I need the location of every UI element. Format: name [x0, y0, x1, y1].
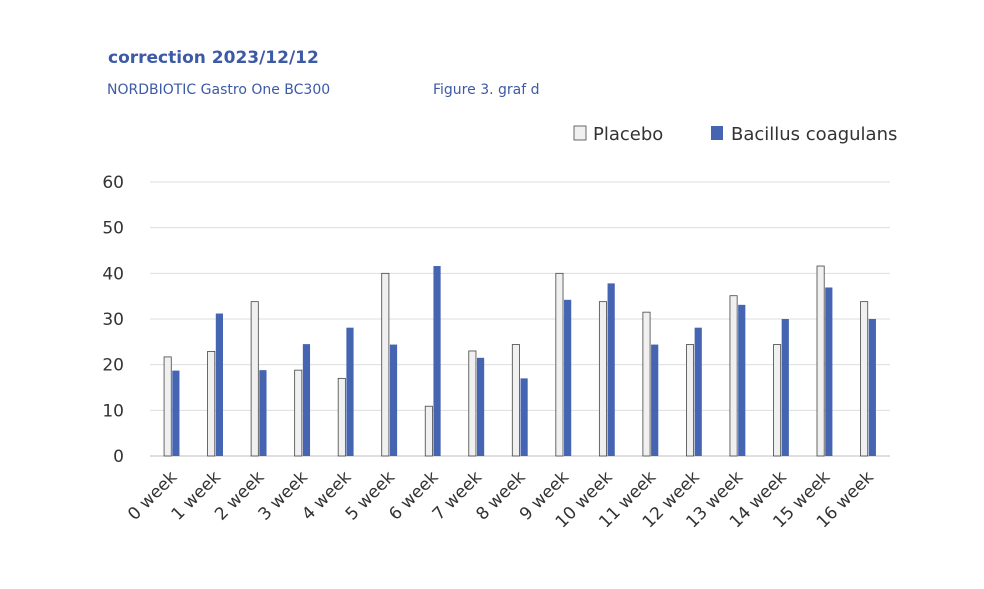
bar-placebo: [729, 295, 738, 457]
bar-bacillus: [172, 370, 180, 456]
bar-placebo: [860, 301, 869, 457]
bar-bacillus: [694, 327, 702, 456]
bar-bacillus: [868, 319, 876, 456]
bar-placebo: [468, 350, 477, 457]
bar-placebo: [250, 301, 259, 457]
bar-bacillus: [302, 344, 311, 456]
bar-bacillus: [433, 266, 441, 456]
product-name: NORDBIOTIC Gastro One BC300: [107, 82, 331, 98]
y-tick-label: 40: [102, 264, 124, 284]
bar-bacillus: [781, 319, 789, 456]
bar-placebo: [294, 369, 303, 457]
bar-bacillus: [389, 344, 398, 456]
bar-placebo: [511, 344, 520, 457]
bar-bacillus: [476, 357, 485, 456]
bar-placebo: [816, 265, 825, 457]
bar-bacillus: [259, 370, 267, 456]
legend-swatch: [573, 125, 587, 141]
bar-bacillus: [825, 287, 833, 456]
legend-label: Placebo: [593, 124, 663, 145]
bar-placebo: [598, 301, 607, 457]
bar-placebo: [163, 356, 172, 457]
y-tick-label: 60: [102, 173, 124, 193]
bar-bacillus: [738, 304, 746, 456]
chart-correction-title: correction 2023/12/12: [108, 48, 319, 68]
bar-bacillus: [520, 378, 528, 456]
y-tick-label: 10: [102, 401, 124, 421]
bar-placebo: [686, 344, 695, 457]
y-tick-label: 20: [102, 356, 124, 376]
figure-label: Figure 3. graf d: [433, 82, 540, 98]
bar-placebo: [424, 405, 433, 457]
bar-bacillus: [607, 283, 615, 456]
bar-bacillus: [564, 299, 572, 456]
y-tick-label: 30: [102, 310, 124, 330]
bar-placebo: [207, 351, 216, 457]
bar-placebo: [381, 272, 390, 457]
y-tick-label: 50: [102, 219, 124, 239]
bar-placebo: [642, 311, 651, 457]
bar-placebo: [555, 272, 564, 457]
bar-placebo: [773, 344, 782, 457]
bar-bacillus: [651, 344, 659, 456]
legend-swatch: [711, 126, 723, 140]
bar-placebo: [337, 377, 346, 457]
bar-bacillus: [215, 313, 223, 456]
bar-bacillus: [346, 327, 354, 456]
legend-label: Bacillus coagulans: [731, 124, 897, 145]
y-tick-label: 0: [113, 447, 124, 467]
